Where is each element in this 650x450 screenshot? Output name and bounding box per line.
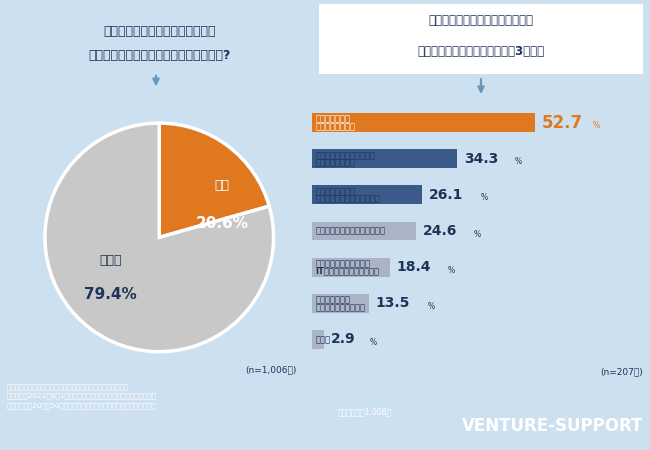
Text: %: % <box>593 121 600 130</box>
FancyBboxPatch shape <box>312 294 369 313</box>
Text: 独立をしたいと思ったことはありますか?: 独立をしたいと思ったことはありますか? <box>88 49 231 62</box>
FancyBboxPatch shape <box>312 185 422 204</box>
FancyBboxPatch shape <box>312 149 457 168</box>
Text: (n=1,006人): (n=1,006人) <box>245 365 296 374</box>
Text: 政府からオンライン化や: 政府からオンライン化や <box>315 259 370 268</box>
Text: 不安を感じたため: 不安を感じたため <box>315 122 356 131</box>
Text: 新型コロナ感染拡大を機に起業や: 新型コロナ感染拡大を機に起業や <box>103 25 216 38</box>
Text: %: % <box>515 158 522 166</box>
Text: %: % <box>427 302 434 311</box>
Text: %: % <box>480 194 488 202</box>
FancyBboxPatch shape <box>312 221 416 240</box>
Text: IT化が推奨されているため: IT化が推奨されているため <box>315 267 379 276</box>
Text: 34.3: 34.3 <box>463 152 498 166</box>
Text: 現在の働き方に: 現在の働き方に <box>315 115 350 124</box>
Text: 独立する人が多いため: 独立する人が多いため <box>315 303 365 312</box>
Text: 13.5: 13.5 <box>376 296 410 310</box>
Text: 20.6%: 20.6% <box>196 216 248 230</box>
Text: その他: その他 <box>315 335 330 344</box>
Text: 18.4: 18.4 <box>396 260 431 274</box>
Text: 危機感があるため: 危機感があるため <box>315 158 356 167</box>
Text: 26.1: 26.1 <box>429 188 463 202</box>
FancyBboxPatch shape <box>312 113 535 132</box>
Text: (n=207人): (n=207人) <box>601 368 644 377</box>
FancyBboxPatch shape <box>318 4 644 74</box>
Wedge shape <box>159 123 269 238</box>
Text: 79.4%: 79.4% <box>84 287 137 302</box>
Text: 《調査概要：「コロナ禍での起業・独立」について実態調査》
・調査日：2022年8月1日（月）　　・調査方法：インターネット調査
・調査対象：20代〜50代男女　: 《調査概要：「コロナ禍での起業・独立」について実態調査》 ・調査日：2022年8… <box>6 384 157 409</box>
Text: %: % <box>474 230 481 238</box>
FancyBboxPatch shape <box>312 258 390 276</box>
Text: そう思うようになった理由として: そう思うようになった理由として <box>428 14 534 27</box>
Text: はい: はい <box>214 180 229 193</box>
Text: 2.9: 2.9 <box>331 333 356 346</box>
Text: 勤務している会社の存続に: 勤務している会社の存続に <box>315 151 376 160</box>
Text: 52.7: 52.7 <box>541 114 582 132</box>
Wedge shape <box>45 123 274 351</box>
Text: ピンチはチャンスだと思うため: ピンチはチャンスだと思うため <box>315 226 385 235</box>
Text: いいえ: いいえ <box>99 254 122 267</box>
FancyBboxPatch shape <box>312 330 324 349</box>
Text: 入れ代わりが多いと思うため: 入れ代わりが多いと思うため <box>315 194 380 203</box>
Text: 近いものはどれですか？（上位3つ迄）: 近いものはどれですか？（上位3つ迄） <box>417 45 545 58</box>
Text: まわりに起業や: まわりに起業や <box>315 295 350 304</box>
Text: ・調査人数：1,006人: ・調査人数：1,006人 <box>338 407 392 416</box>
Text: 新旧のビジネスの: 新旧のビジネスの <box>315 187 356 196</box>
Text: %: % <box>448 266 455 274</box>
Text: 24.6: 24.6 <box>422 224 457 238</box>
Text: VENTURE-SUPPORT: VENTURE-SUPPORT <box>462 417 644 435</box>
Text: %: % <box>370 338 376 347</box>
